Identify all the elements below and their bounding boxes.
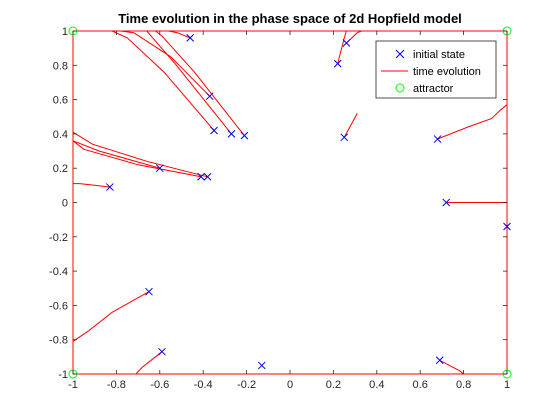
x-tick-label-7: 0.4 [369,379,384,391]
trajectory-line-10 [72,140,160,169]
x-tick-label-8: 0.6 [413,379,428,391]
x-tick-label-0: -1 [68,379,78,391]
y-tick-label-10: 1 [62,26,68,38]
initial-state-marker-2 [210,126,218,135]
y-tick-label-9: 0.8 [53,60,68,72]
initial-state-marker-4 [240,131,249,140]
trajectory-line-5 [337,30,347,64]
initial-state-marker-3 [227,130,236,138]
trajectory-line-1 [120,30,211,97]
initial-state-marker-13 [442,198,451,207]
legend-item-time-evolution: time evolution [381,66,481,78]
initial-state-marker-11 [197,172,205,181]
trajectory-line-0 [168,30,191,39]
x-tick-label-5: 0 [287,379,293,391]
y-axis: -1 -0.8 -0.6 -0.4 -0.2 0 0.2 0.4 0.6 0.8 1 [49,26,507,381]
y-tick-label-5: 0 [62,198,68,210]
initial-states-group [106,34,511,370]
y-tick-label-6: 0.2 [53,163,68,175]
trajectory-line-12 [72,131,208,178]
chart-title: Time evolution in the phase space of 2d … [118,11,462,26]
x-tick-label-1: -0.8 [107,379,126,391]
y-tick-label-8: 0.6 [53,95,68,107]
initial-state-marker-7 [340,133,349,142]
initial-state-marker-5 [333,59,342,68]
legend-item-attractor: attractor [395,83,454,95]
initial-state-marker-12 [203,172,212,181]
trajectory-line-6 [346,30,362,44]
y-tick-label-2: -0.6 [49,300,68,312]
legend-marker-x-icon [395,49,405,59]
legend-item-initial-state: initial state [395,49,465,61]
x-tick-label-9: 0.8 [456,379,471,391]
x-tick-label-3: -0.4 [194,379,213,391]
legend-label-attractor: attractor [413,83,454,95]
initial-state-marker-0 [186,34,195,42]
initial-state-marker-17 [257,361,266,370]
trajectory-line-14 [72,291,150,342]
trajectory-line-4 [155,30,245,136]
initial-state-marker-9 [106,183,114,191]
initial-state-marker-18 [435,356,444,365]
legend-label-initial-state: initial state [413,49,465,61]
trajectory-line-15 [135,351,163,375]
y-tick-label-7: 0.4 [53,129,68,141]
initial-state-marker-10 [155,164,164,173]
legend-label-time-evolution: time evolution [413,66,481,78]
x-axis: -1 -0.8 -0.6 -0.4 -0.2 0 0.2 0.4 0.6 0.8 1 [68,31,510,391]
y-tick-label-1: -0.8 [49,335,68,347]
initial-state-marker-6 [342,39,351,47]
legend: initial state time evolution attractor [375,40,497,99]
y-tick-label-4: -0.2 [49,232,68,244]
initial-state-marker-14 [503,222,511,231]
trajectory-line-3 [146,30,232,135]
initial-state-marker-8 [433,135,442,143]
initial-state-marker-16 [158,347,166,356]
y-tick-label-3: -0.4 [49,266,68,278]
trajectory-line-2 [111,30,215,131]
legend-marker-circle-icon [395,83,405,93]
trajectory-line-8 [437,104,508,140]
x-tick-label-2: -0.6 [150,379,169,391]
trajectory-line-9 [73,183,110,188]
initial-state-marker-15 [145,287,153,296]
x-tick-label-6: 0.2 [326,379,341,391]
initial-state-marker-1 [205,92,214,101]
trajectory-line-16 [439,359,464,375]
x-tick-label-10: 1 [504,379,510,391]
x-tick-label-4: -0.2 [237,379,256,391]
y-tick-label-0: -1 [58,369,68,381]
trajectory-line-11 [72,140,202,178]
trajectory-line-7 [343,113,358,138]
